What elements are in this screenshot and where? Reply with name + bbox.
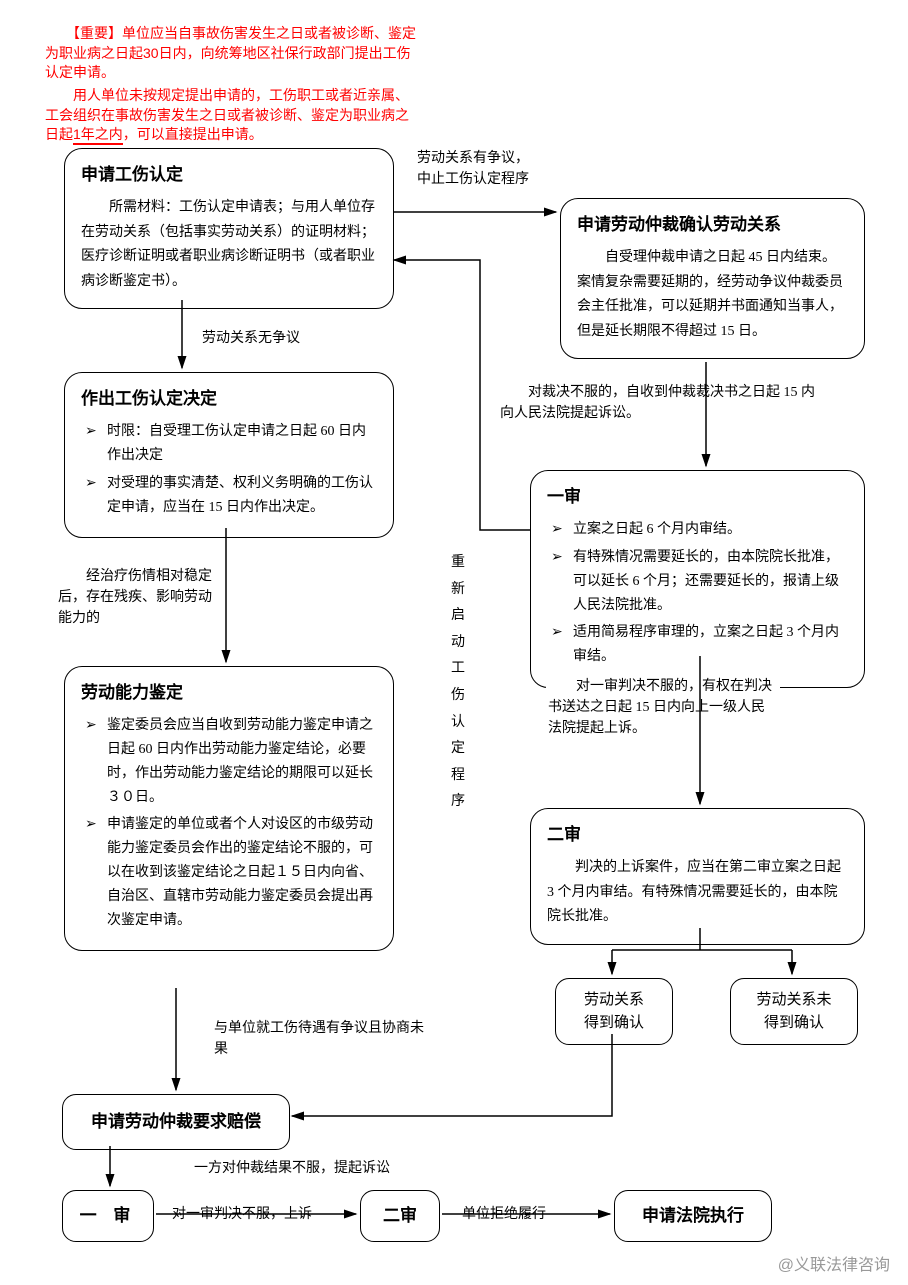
label-to-sue: 对裁决不服的，自收到仲裁裁决书之日起 15 内向人民法院提起诉讼。 xyxy=(498,382,818,424)
box-first-trial: 一审 立案之日起 6 个月内审结。 有特殊情况需要延长的，由本院院长批准，可以延… xyxy=(530,470,865,688)
warning-paragraph-1: 【重要】单位应当自事故伤害发生之日或者被诊断、鉴定为职业病之日起30日内，向统筹… xyxy=(45,24,420,83)
box-decision-title: 作出工伤认定决定 xyxy=(81,385,377,412)
box-trial2-title: 二审 xyxy=(547,821,848,848)
box-ability-item-1: 鉴定委员会应当自收到劳动能力鉴定申请之日起 60 日内作出劳动能力鉴定结论，必要… xyxy=(81,714,377,809)
label-no-dispute: 劳动关系无争议 xyxy=(200,328,302,349)
box-trial1-item-3: 适用简易程序审理的，立案之日起 3 个月内审结。 xyxy=(547,621,848,669)
box-trial1-item-1: 立案之日起 6 个月内审结。 xyxy=(547,518,848,542)
box-arb-compensate: 申请劳动仲裁要求赔偿 xyxy=(62,1094,290,1150)
box-apply-title: 申请工伤认定 xyxy=(81,161,377,188)
label-sue-again: 一方对仲裁结果不服，提起诉讼 xyxy=(192,1158,392,1179)
box-ability-list: 鉴定委员会应当自收到劳动能力鉴定申请之日起 60 日内作出劳动能力鉴定结论，必要… xyxy=(81,714,377,932)
box-decision: 作出工伤认定决定 时限：自受理工伤认定申请之日起 60 日内作出决定 对受理的事… xyxy=(64,372,394,538)
box-arbitration-confirm: 申请劳动仲裁确认劳动关系 自受理仲裁申请之日起 45 日内结束。案情复杂需要延期… xyxy=(560,198,865,359)
warning-p2-post: ，可以直接提出申请。 xyxy=(123,126,263,142)
arb-compensate-text: 申请劳动仲裁要求赔偿 xyxy=(91,1112,261,1131)
box-trial1-title: 一审 xyxy=(547,483,848,510)
warning-p2-underline: 1年之内 xyxy=(73,126,123,145)
bottom-enforce-text: 申请法院执行 xyxy=(642,1206,744,1225)
box-ability-item-2: 申请鉴定的单位或者个人对设区的市级劳动能力鉴定委员会作出的鉴定结论不服的，可以在… xyxy=(81,813,377,932)
label-refuse: 单位拒绝履行 xyxy=(460,1204,548,1225)
box-ability-title: 劳动能力鉴定 xyxy=(81,679,377,706)
box-second-trial: 二审 判决的上诉案件，应当在第二审立案之日起 3 个月内审结。有特殊情况需要延长… xyxy=(530,808,865,945)
box-bottom-trial2: 二审 xyxy=(360,1190,440,1242)
box-trial2-body: 判决的上诉案件，应当在第二审立案之日起 3 个月内审结。有特殊情况需要延长的，由… xyxy=(547,856,848,930)
box-bottom-trial1: 一 审 xyxy=(62,1190,154,1242)
bottom-trial2-text: 二审 xyxy=(383,1206,417,1225)
box-ability-assessment: 劳动能力鉴定 鉴定委员会应当自收到劳动能力鉴定申请之日起 60 日内作出劳动能力… xyxy=(64,666,394,951)
box-outcome-confirmed: 劳动关系 得到确认 xyxy=(555,978,673,1045)
outcome-confirmed-text: 劳动关系 得到确认 xyxy=(584,992,644,1031)
flowchart-canvas: 【重要】单位应当自事故伤害发生之日或者被诊断、鉴定为职业病之日起30日内，向统筹… xyxy=(0,0,908,1285)
box-trial1-list: 立案之日起 6 个月内审结。 有特殊情况需要延长的，由本院院长批准，可以延长 6… xyxy=(547,518,848,669)
box-decision-item-2: 对受理的事实清楚、权利义务明确的工伤认定申请，应当在 15 日内作出决定。 xyxy=(81,472,377,520)
bottom-trial1-text: 一 审 xyxy=(80,1206,137,1225)
box-apply-workinjury: 申请工伤认定 所需材料：工伤认定申请表；与用人单位存在劳动关系（包括事实劳动关系… xyxy=(64,148,394,309)
label-stable: 经治疗伤情相对稳定后，存在残疾、影响劳动能力的 xyxy=(56,566,220,629)
box-decision-item-1: 时限：自受理工伤认定申请之日起 60 日内作出决定 xyxy=(81,420,377,468)
warning-paragraph-2: 用人单位未按规定提出申请的，工伤职工或者近亲属、工会组织在事故伤害发生之日或者被… xyxy=(45,86,420,145)
box-trial1-item-2: 有特殊情况需要延长的，由本院院长批准，可以延长 6 个月；还需要延长的，报请上级… xyxy=(547,546,848,617)
box-outcome-not-confirmed: 劳动关系未 得到确认 xyxy=(730,978,858,1045)
label-restart-vertical: 重新启动工伤认定程序 xyxy=(450,550,466,816)
box-apply-body: 所需材料：工伤认定申请表；与用人单位存在劳动关系（包括事实劳动关系）的证明材料；… xyxy=(81,196,377,294)
label-dispute: 劳动关系有争议， 中止工伤认定程序 xyxy=(415,148,579,190)
box-arb-confirm-title: 申请劳动仲裁确认劳动关系 xyxy=(577,211,848,238)
box-bottom-enforce: 申请法院执行 xyxy=(614,1190,772,1242)
label-appeal2: 对一审判决不服，上诉 xyxy=(170,1204,314,1225)
box-arb-confirm-body: 自受理仲裁申请之日起 45 日内结束。案情复杂需要延期的，经劳动争议仲裁委员会主… xyxy=(577,246,848,344)
watermark: @义联法律咨询 xyxy=(778,1253,890,1279)
label-appeal: 对一审判决不服的，有权在判决书送达之日起 15 日内向上一级人民法院提起上诉。 xyxy=(546,676,780,739)
outcome-not-confirmed-text: 劳动关系未 得到确认 xyxy=(756,992,831,1031)
box-decision-list: 时限：自受理工伤认定申请之日起 60 日内作出决定 对受理的事实清楚、权利义务明… xyxy=(81,420,377,519)
label-compensate-dispute: 与单位就工伤待遇有争议且协商未果 xyxy=(212,1018,426,1060)
